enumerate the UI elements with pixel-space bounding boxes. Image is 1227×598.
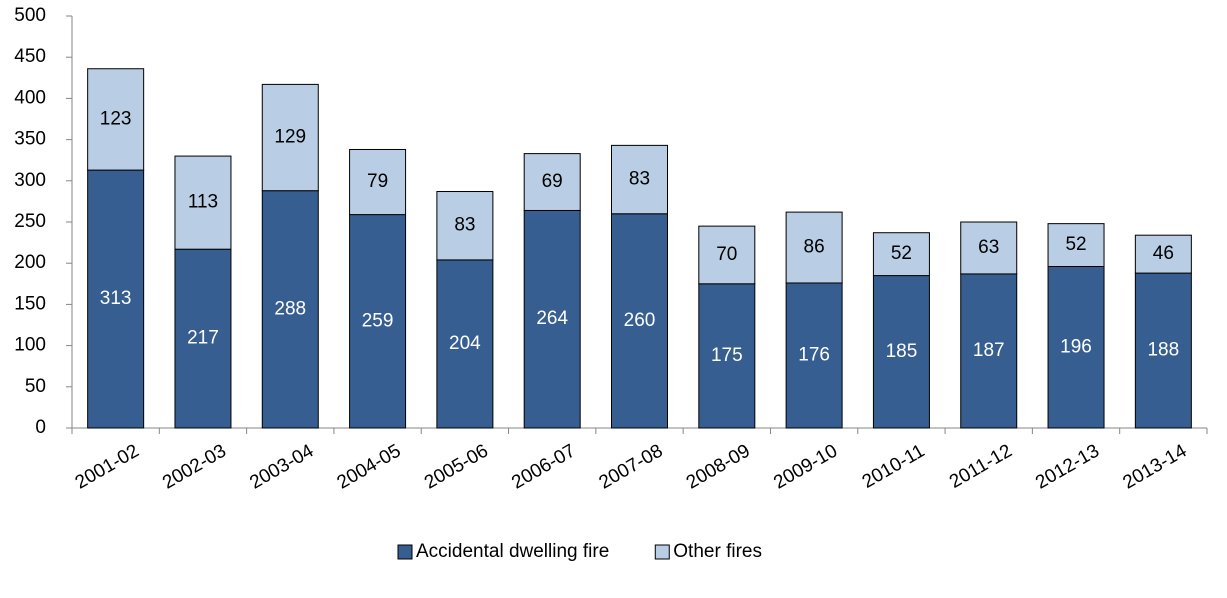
data-label: 70 (716, 244, 737, 265)
y-tick-label: 100 (14, 335, 46, 356)
legend-swatch (397, 544, 413, 560)
bar-segment (174, 248, 232, 429)
bar-segment (960, 273, 1018, 429)
data-label: 83 (629, 169, 650, 190)
data-label: 86 (804, 237, 825, 258)
bar-segment (349, 148, 407, 216)
bar-segment (698, 225, 756, 285)
data-label: 187 (973, 340, 1005, 361)
x-tick-label: 2006-07 (508, 440, 579, 493)
y-tick-label: 500 (14, 5, 46, 26)
data-label: 288 (274, 298, 306, 319)
bar-segment (436, 259, 494, 429)
bar-segment (523, 153, 581, 211)
bar-segment (174, 155, 232, 250)
legend-swatch (654, 544, 670, 560)
x-tick-label: 2010-11 (859, 440, 929, 492)
bar-segment (87, 169, 145, 429)
bar-segment (611, 213, 668, 429)
y-tick-label: 350 (14, 129, 46, 150)
bar-segment (1047, 223, 1105, 267)
x-tick-label: 2007-08 (596, 440, 667, 493)
x-tick-label: 2004-05 (334, 440, 405, 493)
data-label: 52 (1065, 234, 1086, 255)
x-tick-label: 2003-04 (246, 440, 317, 493)
data-label: 176 (798, 345, 830, 366)
bar-segment (436, 191, 494, 261)
x-tick-label: 2011-12 (946, 440, 1016, 492)
data-label: 52 (891, 243, 912, 264)
bar-segment (1047, 265, 1105, 429)
data-label: 260 (624, 310, 656, 331)
bar-segment (960, 221, 1018, 275)
data-label: 185 (886, 341, 918, 362)
data-label: 313 (100, 288, 132, 309)
data-label: 204 (449, 333, 481, 354)
legend-label: Other fires (673, 541, 762, 562)
data-label: 175 (711, 345, 743, 366)
x-tick-label: 2008-09 (683, 440, 754, 493)
data-label: 259 (362, 310, 394, 331)
bar-segment (611, 144, 668, 215)
x-tick-label: 2005-06 (421, 440, 492, 493)
data-label: 217 (187, 328, 219, 349)
y-tick-label: 300 (14, 170, 46, 191)
bar-segment (698, 283, 756, 429)
x-tick-label: 2012-13 (1032, 440, 1103, 493)
y-tick-label: 450 (14, 46, 46, 67)
data-label: 63 (978, 237, 999, 258)
data-label: 79 (367, 171, 388, 192)
bar-segment (87, 68, 145, 171)
x-tick-label: 2013-14 (1119, 440, 1190, 493)
x-tick-label: 2001-02 (72, 440, 143, 493)
data-label: 123 (100, 108, 132, 129)
y-tick-label: 150 (14, 293, 46, 314)
data-label: 46 (1153, 243, 1174, 264)
bar-segment (261, 190, 319, 429)
data-label: 129 (274, 127, 306, 148)
y-tick-label: 400 (14, 87, 46, 108)
bar-segment (1134, 272, 1192, 429)
y-tick-label: 0 (35, 417, 46, 438)
y-tick-label: 200 (14, 252, 46, 273)
legend-label: Accidental dwelling fire (416, 541, 609, 562)
bar-segment (785, 282, 843, 429)
data-label: 188 (1147, 340, 1179, 361)
data-label: 196 (1060, 336, 1092, 357)
y-tick-label: 250 (14, 211, 46, 232)
bar-segment (872, 275, 930, 429)
x-tick-label: 2009-10 (770, 440, 841, 493)
data-label: 83 (454, 215, 475, 236)
bar-segment (261, 83, 319, 192)
x-tick-label: 2002-03 (159, 440, 230, 493)
bar-segment (872, 232, 930, 277)
data-label: 264 (536, 308, 568, 329)
data-label: 69 (542, 171, 563, 192)
bar-segment (349, 214, 407, 429)
data-label: 113 (188, 192, 218, 213)
bar-segment (523, 209, 581, 429)
bar-segment (1134, 234, 1192, 274)
y-tick-label: 50 (25, 376, 46, 397)
bar-segment (785, 211, 843, 284)
